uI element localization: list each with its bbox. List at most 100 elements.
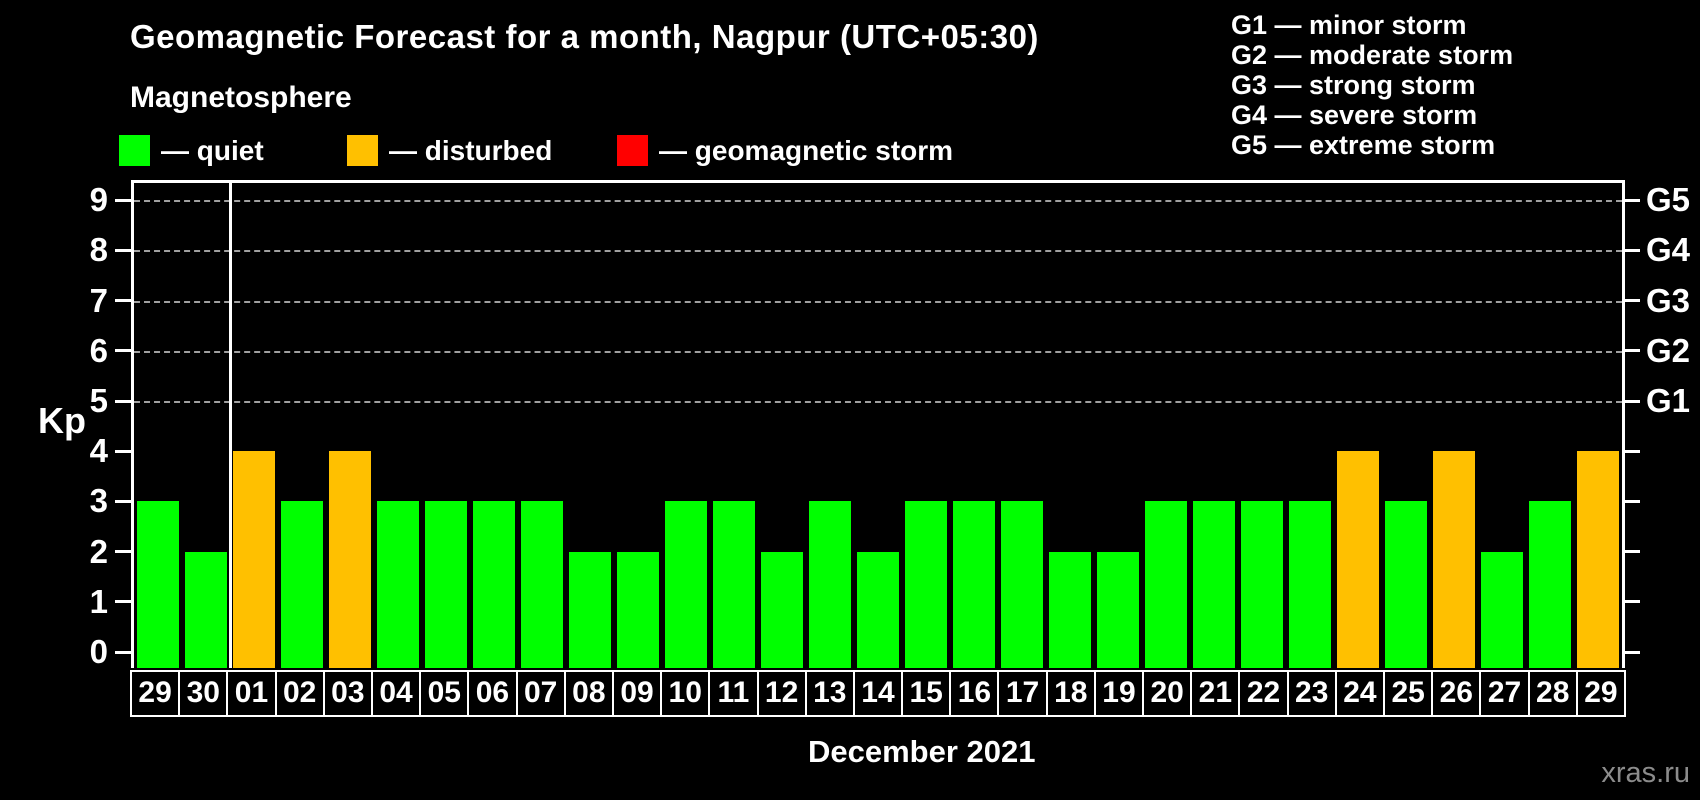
x-axis-label-cell: 14 — [852, 670, 904, 717]
g-legend-line: G2 — moderate storm — [1231, 40, 1514, 70]
x-axis-label-cell: 19 — [1093, 670, 1145, 717]
x-axis-label-cell: 05 — [419, 670, 470, 717]
kp-bar-day-18 — [1049, 551, 1091, 668]
gridline-kp6 — [134, 350, 1622, 353]
kp-bar-day-29 — [137, 501, 179, 668]
y-axis-tick-right — [1624, 399, 1640, 403]
x-axis-label-cell: 15 — [901, 670, 952, 717]
kp-bar-day-14 — [857, 551, 899, 668]
month-label: December 2021 — [808, 734, 1036, 769]
watermark: xras.ru — [1601, 757, 1690, 789]
storm-color-swatch — [617, 135, 648, 166]
month-separator-line — [228, 183, 232, 668]
y-axis-tick-left — [115, 248, 131, 252]
kp-bar-day-07 — [521, 501, 563, 668]
x-axis-label-cell: 18 — [1045, 670, 1096, 717]
x-axis-label-cell: 29 — [130, 670, 181, 717]
g-legend-line: G1 — minor storm — [1231, 10, 1467, 40]
y-axis-tick-left — [115, 449, 131, 453]
kp-bar-day-20 — [1145, 501, 1187, 668]
x-axis-day-labels: 29 30 01 02 03 04 05 06 07 08 09 10 11 12 13 14 15 16 17 18… — [130, 670, 1626, 717]
x-axis-label-cell: 26 — [1431, 670, 1482, 717]
y-axis-tick-right — [1624, 248, 1640, 252]
y-axis-tick-label: 4 — [89, 432, 108, 470]
x-axis-label-cell: 11 — [708, 670, 759, 717]
x-axis-label-cell: 28 — [1527, 670, 1578, 717]
kp-bar-day-17 — [1001, 501, 1043, 668]
y-axis-tick-label: 0 — [89, 633, 108, 670]
kp-bar-day-26 — [1433, 451, 1475, 668]
y-axis-tick-right — [1624, 349, 1640, 353]
kp-bar-day-06 — [473, 501, 515, 668]
y-axis-tick-left — [115, 499, 131, 503]
x-axis-label-cell: 08 — [563, 670, 614, 717]
kp-bar-day-04 — [377, 501, 419, 668]
y-axis-tick-right — [1624, 650, 1640, 654]
kp-bar-day-22 — [1241, 501, 1283, 668]
x-axis-label-cell: 21 — [1190, 670, 1241, 717]
y-axis-tick-left — [115, 349, 131, 353]
kp-bar-day-21 — [1193, 501, 1235, 668]
g-scale-legend: G1 — minor storm G2 — moderate storm G3 — … — [1231, 10, 1513, 160]
x-axis-label-cell: 23 — [1286, 670, 1337, 717]
kp-bar-day-28 — [1529, 501, 1571, 668]
kp-bar-day-30 — [185, 551, 227, 668]
x-axis-label-cell: 25 — [1383, 670, 1434, 717]
legend-item-quiet: — quiet — [119, 134, 264, 167]
y-axis-tick-left — [115, 550, 131, 554]
chart-subtitle: Magnetosphere — [130, 81, 352, 114]
gridline-kp7 — [134, 300, 1622, 303]
y-axis-tick-label: 8 — [89, 231, 108, 269]
legend-label-storm: — geomagnetic storm — [659, 134, 954, 166]
kp-bar-day-16 — [953, 501, 995, 668]
kp-bar-day-11 — [713, 501, 755, 668]
y-axis-tick-label: 9 — [89, 181, 108, 219]
x-axis-label-cell: 24 — [1334, 670, 1386, 717]
legend-item-disturbed: — disturbed — [347, 134, 552, 167]
y-axis-tick-left — [115, 600, 131, 604]
kp-bar-day-12 — [761, 551, 803, 668]
x-axis-label-cell: 02 — [274, 670, 325, 717]
x-axis-label-cell: 16 — [949, 670, 1000, 717]
y-axis-tick-label: 7 — [89, 281, 108, 319]
legend-label-quiet: — quiet — [161, 134, 264, 166]
x-axis-label-cell: 09 — [611, 670, 663, 717]
quiet-color-swatch — [119, 135, 150, 166]
gridline-kp9 — [134, 200, 1622, 203]
disturbed-color-swatch — [347, 135, 378, 166]
x-axis-label-cell: 30 — [178, 670, 229, 717]
legend-label-disturbed: — disturbed — [389, 134, 553, 166]
y-axis-tick-label: 2 — [89, 532, 108, 570]
kp-bar-day-02 — [281, 501, 323, 668]
g-legend-line: G3 — strong storm — [1231, 70, 1476, 100]
right-axis-label-G4: G4 — [1646, 231, 1691, 269]
x-axis-label-cell: 04 — [370, 670, 422, 717]
kp-bar-day-15 — [905, 501, 947, 668]
right-axis-label-G5: G5 — [1646, 181, 1691, 219]
legend-item-storm: — geomagnetic storm — [617, 134, 953, 167]
chart-title: Geomagnetic Forecast for a month, Nagpur… — [130, 18, 1039, 55]
kp-bar-day-27 — [1481, 551, 1523, 668]
y-axis-title: Kp — [38, 400, 86, 441]
x-axis-label-cell: 12 — [756, 670, 807, 717]
kp-bar-day-09 — [617, 551, 659, 668]
x-axis-label-cell: 06 — [467, 670, 518, 717]
kp-bar-day-10 — [665, 501, 707, 668]
plot-area — [131, 180, 1625, 668]
y-axis-tick-right — [1624, 550, 1640, 554]
y-axis-tick-label: 3 — [89, 482, 108, 520]
x-axis-label-cell: 22 — [1238, 670, 1289, 717]
y-axis-tick-label: 6 — [89, 331, 108, 369]
x-axis-label-cell: 10 — [660, 670, 711, 717]
y-axis-tick-left — [115, 198, 131, 202]
kp-bar-day-24 — [1337, 451, 1379, 668]
gridline-kp8 — [134, 250, 1622, 253]
right-axis-label-G3: G3 — [1646, 281, 1691, 319]
x-axis-label-cell: 27 — [1479, 670, 1530, 717]
g-legend-line: G4 — severe storm — [1231, 100, 1478, 130]
y-axis-tick-left — [115, 650, 131, 654]
x-axis-label-cell: 01 — [226, 670, 277, 717]
kp-bar-day-25 — [1385, 501, 1427, 668]
y-axis-tick-right — [1624, 198, 1640, 202]
